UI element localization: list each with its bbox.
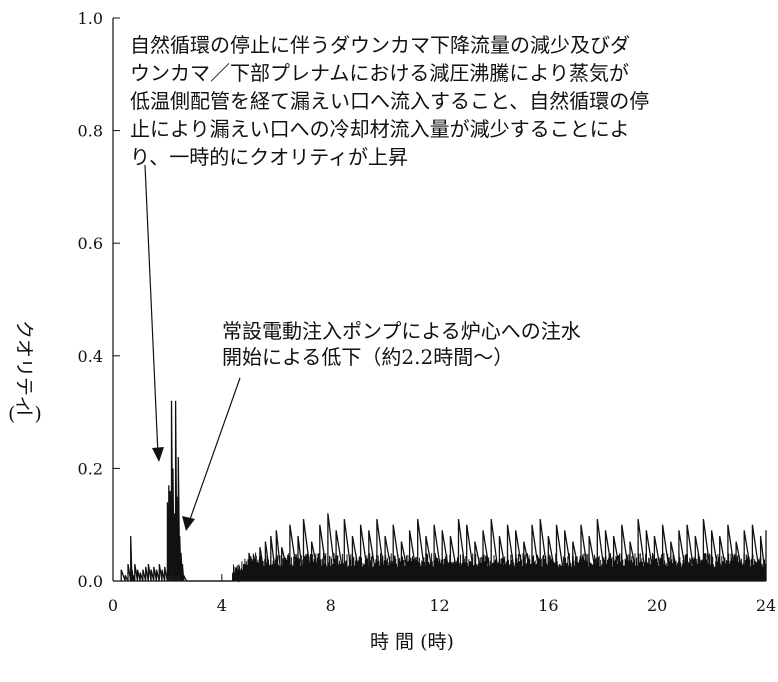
annotations: 自然循環の停止に伴うダウンカマ下降流量の減少及びダウンカマ／下部プレナムにおける…: [130, 33, 649, 531]
x-tick-label: 8: [326, 596, 336, 615]
annotation-natural-circulation: 自然循環の停止に伴うダウンカマ下降流量の減少及びダウンカマ／下部プレナムにおける…: [130, 33, 649, 462]
annotation-line: ウンカマ／下部プレナムにおける減圧沸騰により蒸気が: [130, 61, 629, 85]
y-axis-unit-label: (ー): [8, 403, 42, 425]
x-tick-label: 20: [647, 596, 667, 615]
annotation-line: 開始による低下（約2.2時間～）: [222, 345, 513, 369]
x-axis-label: 時 間 (時): [370, 631, 454, 653]
y-tick-label: 0.6: [78, 234, 103, 253]
annotation-line: 自然循環の停止に伴うダウンカマ下降流量の減少及びダ: [130, 33, 630, 57]
x-tick-label: 24: [756, 596, 776, 615]
series-layer: [120, 400, 767, 583]
annotation-arrow-line: [144, 164, 159, 456]
y-tick-label: 0.2: [78, 459, 103, 478]
x-tick-label: 16: [538, 596, 558, 615]
annotation-line: 止により漏えい口への冷却材流入量が減少することによ: [130, 117, 630, 141]
annotation-line: 低温側配管を経て漏えい口へ流入すること、自然循環の停: [130, 89, 649, 113]
annotation-arrow-line: [187, 377, 241, 526]
x-tick-label: 0: [108, 596, 118, 615]
x-tick-label: 4: [217, 596, 227, 615]
y-tick-label: 1.0: [78, 9, 103, 28]
annotation-line: り、一時的にクオリティが上昇: [130, 145, 408, 169]
series-noise-band: [232, 550, 766, 581]
annotation-arrowhead: [182, 516, 195, 531]
series-line: [120, 400, 767, 583]
y-tick-label: 0.0: [78, 572, 103, 591]
annotation-line: 常設電動注入ポンプによる炉心への注水: [222, 319, 581, 343]
y-tick-label: 0.8: [78, 122, 103, 141]
y-axis-label: クオリティ: [13, 320, 35, 414]
y-tick-label: 0.4: [78, 347, 103, 366]
annotation-arrowhead: [152, 447, 164, 462]
x-tick-label: 12: [429, 596, 449, 615]
